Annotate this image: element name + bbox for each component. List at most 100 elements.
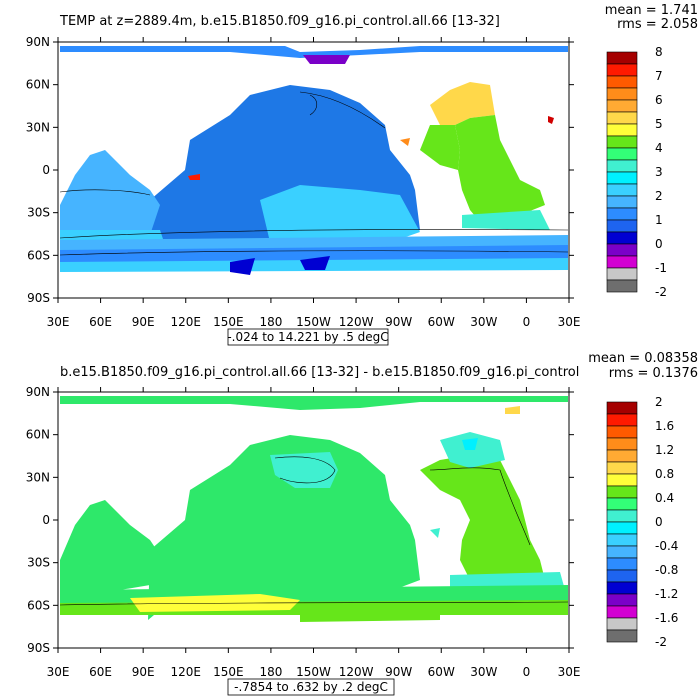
panel-1-lon-label: 0 [523,315,531,329]
panel-2-colorbar-swatch [606,509,638,523]
panel-1-colorbar-label: 0 [655,237,663,251]
panel-1-lon-label: 150W [296,315,331,329]
panel-1-colorbar-swatch [606,267,638,281]
panel-1-mean: mean = 1.741 [605,3,698,18]
panel-2-colorbar-swatch [606,425,638,439]
panel-1-lat-label: 30S [27,206,50,220]
panel-2-colorbar-swatch [606,497,638,511]
panel-1-range-label: -.024 to 14.221 by .5 degC [227,330,388,344]
panel-1-lat-label: 60N [26,78,50,92]
panel-2-colorbar-swatch [606,533,638,547]
panel-1-lat-label: 30N [26,120,50,134]
panel-1-colorbar-label: 5 [655,117,663,131]
panel-2-colorbar-label: 2 [655,395,663,409]
panel-1-colorbar-swatch [606,255,638,269]
panel-1-colorbar-swatch [606,51,638,65]
panel-1-colorbar-label: -2 [655,285,667,299]
panel-2-colorbar-label: 0.4 [655,491,674,505]
panel-1-colorbar-label: 1 [655,213,663,227]
panel-2-lat-label: 0 [42,513,50,527]
panel-1-colorbar-swatch [606,195,638,209]
panel-2-lon-label: 90W [385,665,412,679]
panel-2-colorbar-swatch [606,605,638,619]
panel-2-lat-label: 90N [26,385,50,399]
panel-2-colorbar-swatch [606,461,638,475]
panel-1-colorbar-swatch [606,159,638,173]
panel-1-lon-label: 30W [470,315,497,329]
panel-2-colorbar-swatch [606,401,638,415]
panel-2-colorbar-label: -0.8 [655,563,678,577]
panel-1-lon-label: 30E [558,315,581,329]
panel-1-colorbar: 8 7 6 5 4 3 2 1 0 -1 -2 [606,45,667,299]
panel-1-colorbar-swatch [606,147,638,161]
panel-2-colorbar-label: -2 [655,635,667,649]
panel-1-lat-label: 90S [27,291,50,305]
panel-2-colorbar-swatch [606,569,638,583]
panel-2-colorbar-swatch [606,449,638,463]
panel-2-lat-label: 60S [27,598,50,612]
panel-2-lon-label: 60W [428,665,455,679]
panel-2-lon-label: 30E [558,665,581,679]
panel-1-colorbar-swatch [606,63,638,77]
panel-1-map [59,46,569,275]
panel-1-colorbar-swatch [606,207,638,221]
panel-1-colorbar-label: 2 [655,189,663,203]
panel-2-colorbar-label: -1.2 [655,587,678,601]
panel-1-lon-label: 90E [132,315,155,329]
panel-1-colorbar-swatch [606,231,638,245]
panel-2-colorbar-swatch [606,617,638,631]
panel-1-colorbar-label: 7 [655,69,663,83]
panel-1-colorbar-label: 6 [655,93,663,107]
panel-2-colorbar-label: 1.6 [655,419,674,433]
panel-2-lon-label: 120W [339,665,374,679]
panel-2-lon-label: 180 [259,665,282,679]
panel-1-lon-label: 120W [339,315,374,329]
panel-2-colorbar-swatch [606,413,638,427]
panel-2-lat-label: 90S [27,641,50,655]
panel-2-colorbar-swatch [606,593,638,607]
panel-1-colorbar-swatch [606,123,638,137]
panel-1-lon-label: 60E [89,315,112,329]
panel-1-colorbar-swatch [606,171,638,185]
panel-2-map [59,396,569,622]
panel-2-lon-label: 0 [523,665,531,679]
panel-2-colorbar-label: -0.4 [655,539,678,553]
panel-1-colorbar-swatch [606,75,638,89]
panel-1-lon-label: 180 [259,315,282,329]
panel-2-lat-label: 30N [26,470,50,484]
panel-2-colorbar-label: 0 [655,515,663,529]
panel-1-colorbar-swatch [606,99,638,113]
panel-2-lon-label: 150E [213,665,244,679]
panel-1-colorbar-swatch [606,87,638,101]
panel-2-colorbar-swatch [606,521,638,535]
panel-2-colorbar-swatch [606,473,638,487]
panel-2-lon-label: 30W [470,665,497,679]
panel-2-axes: 90N 60N 30N 0 30S 60S 90S 30E 60E 90E 120E 150E 180 1… [26,385,581,679]
panel-2-range-label: -.7854 to .632 by .2 degC [234,680,388,694]
panel-2-colorbar: 2 1.6 1.2 0.8 0.4 0 -0.4 -0.8 -1.2 -1.6 -2 [606,395,678,649]
panel-1-rms: rms = 2.058 [617,17,698,32]
panel-1-colorbar-swatch [606,279,638,293]
panel-1-title: TEMP at z=2889.4m, b.e15.B1850.f09_g16.p… [59,14,500,29]
panel-2-lat-label: 30S [27,556,50,570]
panel-1-colorbar-label: 3 [655,165,663,179]
panel-2-colorbar-swatch [606,557,638,571]
panel-2-lon-label: 120E [171,665,202,679]
panel-1-colorbar-swatch [606,183,638,197]
panel-1-colorbar-swatch [606,243,638,257]
panel-1-lon-label: 90W [385,315,412,329]
panel-1: TEMP at z=2889.4m, b.e15.B1850.f09_g16.p… [26,3,698,346]
panel-2-colorbar-label: 0.8 [655,467,674,481]
panel-1-colorbar-label: 8 [655,45,663,59]
panel-1-colorbar-swatch [606,111,638,125]
panel-1-lat-label: 0 [42,163,50,177]
panel-1-colorbar-label: 4 [655,141,663,155]
panel-2-colorbar-label: -1.6 [655,611,678,625]
panel-2-colorbar-swatch [606,437,638,451]
panel-1-lon-label: 150E [213,315,244,329]
panel-1-colorbar-swatch [606,219,638,233]
panel-2-lon-label: 90E [132,665,155,679]
panel-2-title: b.e15.B1850.f09_g16.pi_control.all.66 [1… [60,365,579,380]
panel-1-colorbar-swatch [606,135,638,149]
